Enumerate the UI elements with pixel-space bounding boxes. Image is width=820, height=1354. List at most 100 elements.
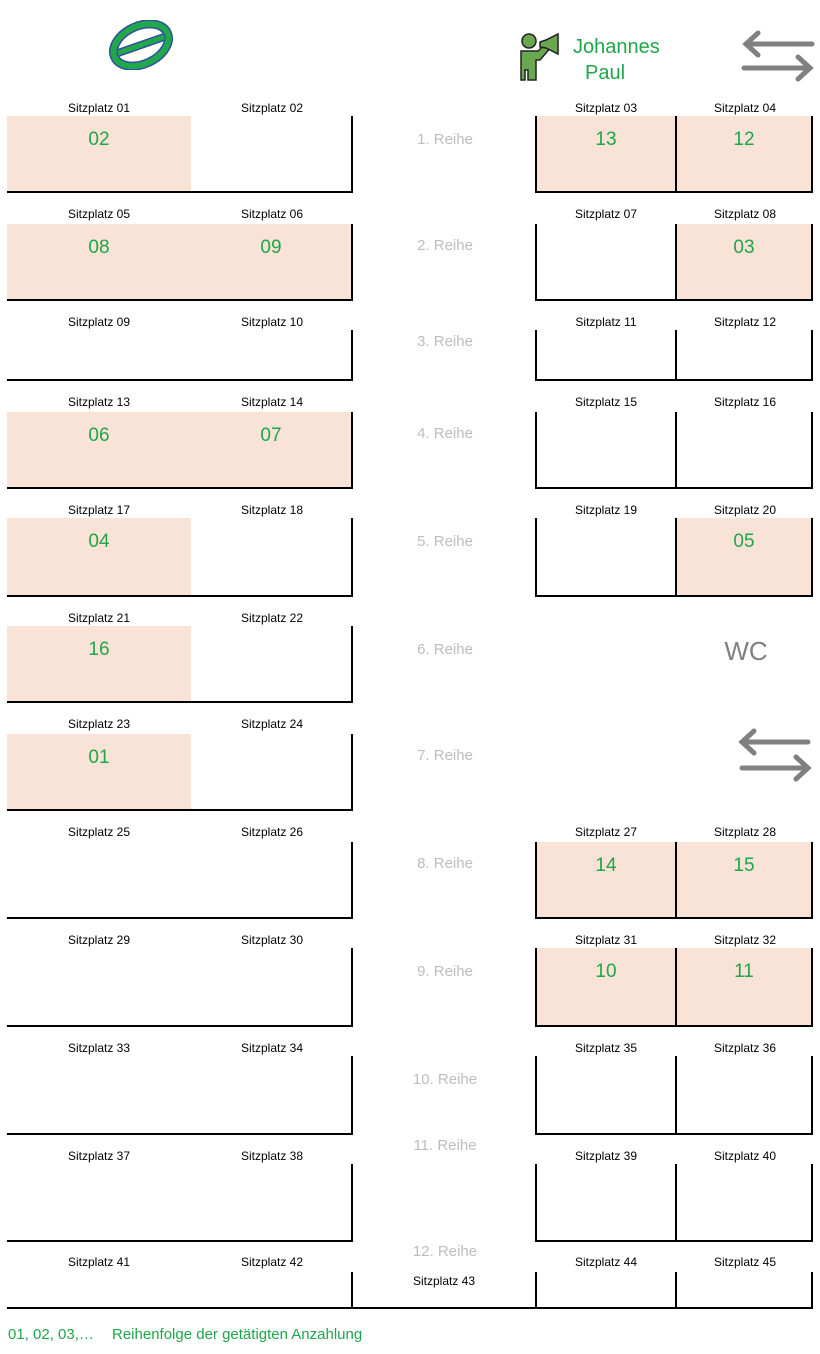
row-label: 4. Reihe xyxy=(417,425,473,442)
seat[interactable]: 10 xyxy=(535,948,677,1027)
booking-order-number: 01 xyxy=(88,747,110,768)
seat-label: Sitzplatz 22 xyxy=(240,611,304,625)
row-label: 8. Reihe xyxy=(417,855,473,872)
seat[interactable] xyxy=(7,1272,191,1309)
seat[interactable] xyxy=(535,1164,677,1242)
swap-arrows-icon xyxy=(738,728,812,782)
seat[interactable] xyxy=(535,1272,677,1309)
seat-label: Sitzplatz 14 xyxy=(240,395,304,409)
seat-label: Sitzplatz 18 xyxy=(240,503,304,517)
booking-order-number: 10 xyxy=(595,961,617,982)
seat[interactable] xyxy=(535,330,677,381)
seat[interactable]: 11 xyxy=(677,948,813,1027)
seat-label: Sitzplatz 24 xyxy=(240,717,304,731)
seat-label: Sitzplatz 32 xyxy=(713,933,777,947)
seat-label: Sitzplatz 07 xyxy=(574,207,638,221)
driver-name-first: Johannes xyxy=(573,36,660,58)
seat[interactable] xyxy=(191,1272,353,1309)
seat-label: Sitzplatz 06 xyxy=(240,207,304,221)
seat[interactable] xyxy=(7,1056,191,1135)
seat[interactable] xyxy=(191,330,353,381)
seat[interactable] xyxy=(191,1056,353,1135)
seat-label: Sitzplatz 26 xyxy=(240,825,304,839)
booking-order-number: 07 xyxy=(260,425,282,446)
seat-label: Sitzplatz 29 xyxy=(67,933,131,947)
seat-label: Sitzplatz 38 xyxy=(240,1149,304,1163)
seat[interactable] xyxy=(535,412,677,489)
seat-label: Sitzplatz 40 xyxy=(713,1149,777,1163)
seat[interactable] xyxy=(7,1164,191,1242)
seat[interactable]: 03 xyxy=(677,224,813,301)
seat-label: Sitzplatz 41 xyxy=(67,1255,131,1269)
booking-order-number: 11 xyxy=(734,961,754,982)
booking-order-number: 05 xyxy=(733,531,755,552)
seat[interactable]: 09 xyxy=(191,224,353,301)
booking-order-number: 09 xyxy=(260,237,282,258)
seat[interactable]: 13 xyxy=(535,116,677,193)
seat-label: Sitzplatz 10 xyxy=(240,315,304,329)
booking-order-number: 04 xyxy=(88,531,110,552)
seat[interactable] xyxy=(677,1272,813,1309)
seat-label: Sitzplatz 36 xyxy=(713,1041,777,1055)
seat-label: Sitzplatz 44 xyxy=(574,1255,638,1269)
seat[interactable]: 01 xyxy=(7,734,191,811)
driver-name-last: Paul xyxy=(585,62,626,84)
seat-label: Sitzplatz 05 xyxy=(67,207,131,221)
seat-label: Sitzplatz 13 xyxy=(67,395,131,409)
booking-order-number: 12 xyxy=(733,129,755,150)
seat[interactable]: 02 xyxy=(7,116,191,193)
seat-label: Sitzplatz 03 xyxy=(574,101,638,115)
seat-label: Sitzplatz 17 xyxy=(67,503,131,517)
seat[interactable]: 05 xyxy=(677,518,813,597)
seat-label: Sitzplatz 02 xyxy=(240,101,304,115)
seat[interactable]: 07 xyxy=(191,412,353,489)
seat[interactable]: 15 xyxy=(677,842,813,919)
seat[interactable] xyxy=(191,842,353,919)
seat-label: Sitzplatz 35 xyxy=(574,1041,638,1055)
seat[interactable] xyxy=(351,1272,537,1309)
row-label: 10. Reihe xyxy=(412,1071,478,1088)
seat[interactable] xyxy=(7,842,191,919)
seat[interactable] xyxy=(535,518,677,597)
seat[interactable] xyxy=(191,734,353,811)
row-label: 2. Reihe xyxy=(417,237,473,254)
seat[interactable] xyxy=(191,1164,353,1242)
row-label: 6. Reihe xyxy=(417,641,473,658)
seat-label: Sitzplatz 34 xyxy=(240,1041,304,1055)
seat[interactable] xyxy=(677,1164,813,1242)
seat[interactable] xyxy=(677,412,813,489)
seat-label: Sitzplatz 04 xyxy=(713,101,777,115)
seat[interactable]: 04 xyxy=(7,518,191,597)
seat-label: Sitzplatz 28 xyxy=(713,825,777,839)
seat-label: Sitzplatz 33 xyxy=(67,1041,131,1055)
booking-order-number: 14 xyxy=(595,855,617,876)
seat[interactable] xyxy=(677,1056,813,1135)
seat[interactable]: 06 xyxy=(7,412,191,489)
seat[interactable] xyxy=(677,330,813,381)
no-entry-icon xyxy=(109,20,173,70)
seat[interactable]: 08 xyxy=(7,224,191,301)
seat[interactable] xyxy=(7,948,191,1027)
booking-order-number: 03 xyxy=(733,237,755,258)
seat[interactable] xyxy=(191,116,353,193)
seat[interactable] xyxy=(535,1056,677,1135)
seat[interactable] xyxy=(191,518,353,597)
seat-label: Sitzplatz 31 xyxy=(574,933,638,947)
swap-arrows-icon xyxy=(741,30,815,82)
seat-label: Sitzplatz 19 xyxy=(574,503,638,517)
seat[interactable] xyxy=(191,948,353,1027)
booking-order-number: 02 xyxy=(88,129,110,150)
seat-label: Sitzplatz 16 xyxy=(713,395,777,409)
seat[interactable] xyxy=(191,626,353,703)
legend-text: Reihenfolge der getätigten Anzahlung xyxy=(112,1326,363,1343)
seat-label: Sitzplatz 30 xyxy=(240,933,304,947)
booking-order-number: 16 xyxy=(88,639,110,660)
booking-order-number: 06 xyxy=(88,425,110,446)
seat[interactable]: 14 xyxy=(535,842,677,919)
seat[interactable] xyxy=(535,224,677,301)
seat[interactable]: 16 xyxy=(7,626,191,703)
seat[interactable]: 12 xyxy=(677,116,813,193)
seat-label: Sitzplatz 09 xyxy=(67,315,131,329)
seat[interactable] xyxy=(7,330,191,381)
